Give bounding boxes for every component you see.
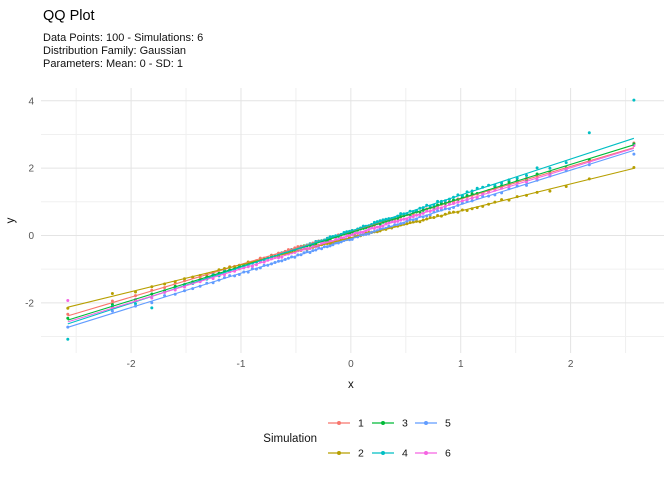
legend-entry-2: 2 xyxy=(328,448,364,460)
legend-entry-label: 4 xyxy=(402,448,408,460)
subtitle-line-2: Distribution Family: Gaussian xyxy=(43,45,187,57)
x-tick-label: -1 xyxy=(237,359,246,370)
y-tick-label: 2 xyxy=(28,164,34,175)
legend-key-point xyxy=(337,421,341,425)
grid-major xyxy=(41,88,664,353)
x-axis-tick-labels: -2 -1 0 1 2 xyxy=(127,359,574,370)
legend-key-point xyxy=(424,421,428,425)
chart-subtitle: Data Points: 100 - Simulations: 6 Distri… xyxy=(43,32,203,71)
legend-entry-3: 3 xyxy=(372,418,408,430)
legend-entry-label: 6 xyxy=(445,448,451,460)
legend-entry-label: 1 xyxy=(358,418,364,430)
series-5-qq-line xyxy=(67,149,635,328)
x-axis-title: x xyxy=(348,379,354,391)
series-2-qq-line xyxy=(67,167,635,308)
x-tick-label: -2 xyxy=(127,359,136,370)
legend-entry-label: 3 xyxy=(402,418,408,430)
legend-entry-label: 5 xyxy=(445,418,451,430)
y-axis-title: y xyxy=(5,217,17,223)
legend-title: Simulation xyxy=(263,433,317,445)
legend-key-point xyxy=(381,451,385,455)
legend-key-point xyxy=(381,421,385,425)
x-tick-label: 1 xyxy=(458,359,464,370)
subtitle-line-3: Parameters: Mean: 0 - SD: 1 xyxy=(43,58,183,70)
grid-minor xyxy=(41,88,664,353)
legend: Simulation 1 2 3 4 5 6 xyxy=(263,418,451,460)
subtitle-line-1: Data Points: 100 - Simulations: 6 xyxy=(43,32,204,44)
x-tick-label: 2 xyxy=(568,359,574,370)
y-tick-label: 4 xyxy=(28,96,34,107)
series-1-qq-line xyxy=(67,147,635,317)
x-tick-label: 0 xyxy=(348,359,354,370)
legend-key-point xyxy=(337,451,341,455)
legend-entry-4: 4 xyxy=(372,448,408,460)
chart-title: QQ Plot xyxy=(43,8,95,24)
y-tick-label: 0 xyxy=(28,231,34,242)
legend-key-point xyxy=(424,451,428,455)
y-tick-label: -2 xyxy=(25,298,34,309)
y-axis-tick-labels: -2 0 2 4 xyxy=(25,96,34,309)
legend-entry-5: 5 xyxy=(415,418,451,430)
series-6-qq-line xyxy=(67,147,635,323)
legend-entry-label: 2 xyxy=(358,448,364,460)
legend-entry-1: 1 xyxy=(328,418,364,430)
series-3-qq-line xyxy=(67,144,635,321)
legend-entry-6: 6 xyxy=(415,448,451,460)
